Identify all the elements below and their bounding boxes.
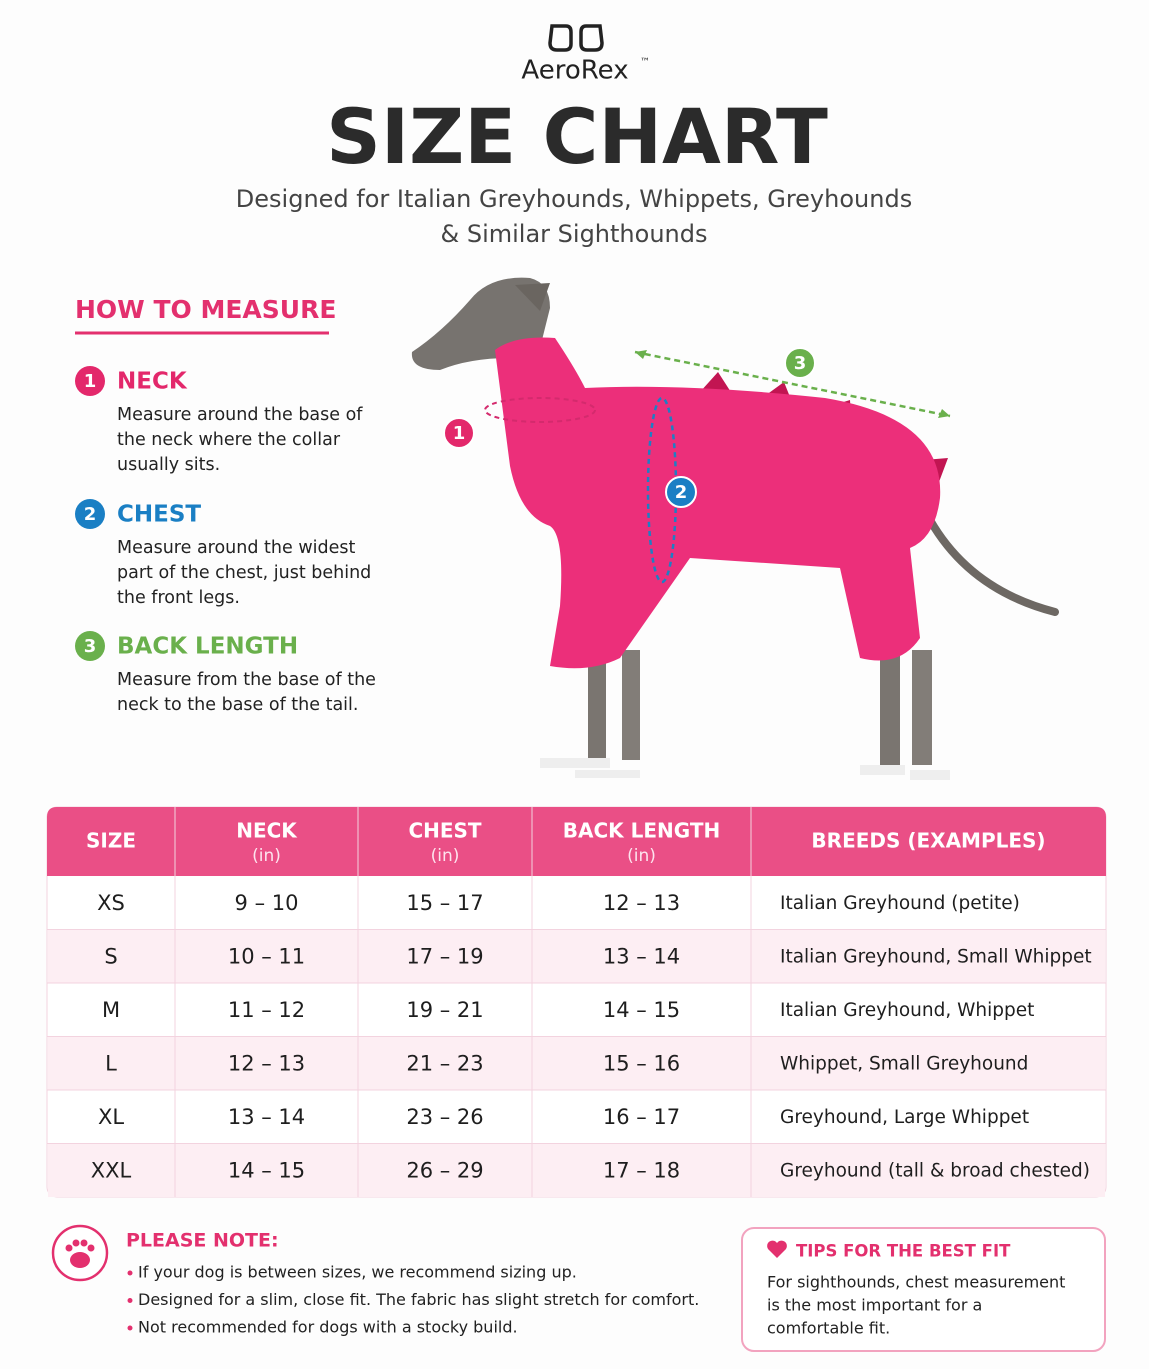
breed-cell: Italian Greyhound, Small Whippet bbox=[780, 946, 1092, 967]
bullet bbox=[127, 1325, 133, 1331]
column-header: CHEST bbox=[408, 819, 481, 843]
step-text: usually sits. bbox=[117, 455, 220, 475]
size-cell: 19 – 21 bbox=[406, 998, 483, 1022]
step-badge bbox=[75, 499, 105, 529]
size-cell: 15 – 17 bbox=[406, 891, 483, 915]
diagram-marker bbox=[784, 347, 816, 379]
size-cell: 17 – 18 bbox=[603, 1158, 680, 1182]
note-heading: PLEASE NOTE: bbox=[126, 1230, 279, 1252]
step-text: the neck where the collar bbox=[117, 430, 341, 450]
note-item: Designed for a slim, close fit. The fabr… bbox=[138, 1290, 699, 1309]
breed-cell: Italian Greyhound, Whippet bbox=[780, 1000, 1034, 1021]
step-text: neck to the base of the tail. bbox=[117, 695, 358, 715]
size-cell: 23 – 26 bbox=[406, 1105, 483, 1129]
size-cell: 26 – 29 bbox=[406, 1158, 483, 1182]
step-text: Measure around the widest bbox=[117, 538, 355, 558]
brand: AeroRex bbox=[521, 56, 628, 86]
step-text: the front legs. bbox=[117, 588, 240, 608]
size-cell: 13 – 14 bbox=[228, 1105, 305, 1129]
row-band bbox=[48, 929, 1105, 983]
column-unit: (in) bbox=[431, 846, 460, 866]
step-text: Measure around the base of bbox=[117, 405, 363, 425]
note-item: Not recommended for dogs with a stocky b… bbox=[138, 1318, 518, 1337]
size-cell: 14 – 15 bbox=[228, 1158, 305, 1182]
tips-text: is the most important for a bbox=[767, 1296, 982, 1315]
subtitle: Designed for Italian Greyhounds, Whippet… bbox=[236, 185, 912, 213]
size-cell: 16 – 17 bbox=[603, 1105, 680, 1129]
diagram-marker bbox=[665, 476, 697, 508]
diagram-marker-number: 3 bbox=[794, 353, 807, 374]
dog-illustration bbox=[411, 277, 1059, 780]
title: SIZE CHART bbox=[326, 92, 828, 181]
size-cell: M bbox=[102, 998, 120, 1022]
size-cell: 12 – 13 bbox=[603, 891, 680, 915]
subtitle: & Similar Sighthounds bbox=[441, 220, 708, 248]
step-text: Measure from the base of the bbox=[117, 670, 376, 690]
size-cell: S bbox=[104, 944, 117, 968]
tips-text: comfortable fit. bbox=[767, 1319, 890, 1338]
step-number: 3 bbox=[84, 636, 97, 657]
column-unit: (in) bbox=[252, 846, 281, 866]
step-label: BACK LENGTH bbox=[117, 634, 298, 660]
size-cell: L bbox=[105, 1051, 117, 1075]
step-badge bbox=[75, 366, 105, 396]
note-item: If your dog is between sizes, we recomme… bbox=[138, 1263, 577, 1282]
diagram-marker-number: 2 bbox=[675, 482, 688, 503]
section-heading: HOW TO MEASURE bbox=[75, 295, 336, 324]
breed-cell: Greyhound, Large Whippet bbox=[780, 1107, 1029, 1128]
row-band bbox=[48, 1143, 1105, 1197]
size-cell: 14 – 15 bbox=[603, 998, 680, 1022]
step-number: 1 bbox=[84, 371, 97, 392]
column-header: SIZE bbox=[86, 829, 136, 853]
diagram-marker bbox=[443, 417, 475, 449]
heart-icon bbox=[767, 1240, 787, 1258]
step-badge bbox=[75, 631, 105, 661]
size-cell: XXL bbox=[91, 1158, 132, 1182]
row-band bbox=[48, 1036, 1105, 1090]
tips-box bbox=[741, 1227, 1106, 1352]
table-header bbox=[47, 807, 1106, 876]
column-unit: (in) bbox=[627, 846, 656, 866]
column-header: BREEDS (EXAMPLES) bbox=[811, 829, 1045, 853]
step-label: CHEST bbox=[117, 502, 201, 528]
step-number: 2 bbox=[84, 504, 97, 525]
column-header: BACK LENGTH bbox=[563, 819, 720, 843]
size-cell: 10 – 11 bbox=[228, 944, 305, 968]
tips-heading: TIPS FOR THE BEST FIT bbox=[796, 1242, 1011, 1261]
size-cell: 13 – 14 bbox=[603, 944, 680, 968]
breed-cell: Greyhound (tall & broad chested) bbox=[780, 1160, 1090, 1181]
size-cell: 11 – 12 bbox=[228, 998, 305, 1022]
bullet bbox=[127, 1270, 133, 1276]
size-cell: 15 – 16 bbox=[603, 1051, 680, 1075]
size-cell: 21 – 23 bbox=[406, 1051, 483, 1075]
paw-icon bbox=[51, 1224, 109, 1282]
size-cell: 12 – 13 bbox=[228, 1051, 305, 1075]
size-cell: XL bbox=[98, 1105, 124, 1129]
bullet bbox=[127, 1298, 133, 1303]
size-cell: 17 – 19 bbox=[406, 944, 483, 968]
diagram-marker-number: 1 bbox=[453, 423, 466, 444]
trademark: ™ bbox=[640, 57, 650, 68]
tips-text: For sighthounds, chest measurement bbox=[767, 1273, 1065, 1292]
size-cell: XS bbox=[97, 891, 125, 915]
breed-cell: Italian Greyhound (petite) bbox=[780, 893, 1020, 914]
step-text: part of the chest, just behind bbox=[117, 563, 371, 583]
step-label: NECK bbox=[117, 369, 188, 395]
logo-icon bbox=[548, 24, 604, 52]
column-header: NECK bbox=[236, 819, 298, 843]
breed-cell: Whippet, Small Greyhound bbox=[780, 1053, 1028, 1074]
size-cell: 9 – 10 bbox=[235, 891, 299, 915]
